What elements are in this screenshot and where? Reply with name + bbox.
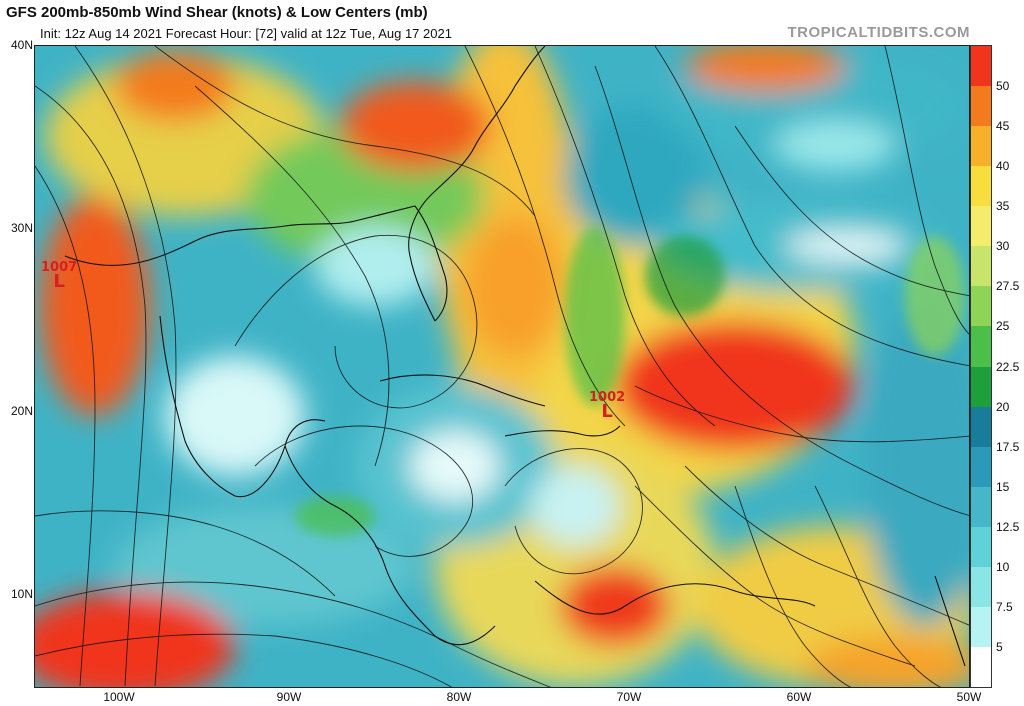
lon-label-80w: 80W: [446, 690, 472, 704]
low-pressure-value: 1007: [41, 260, 78, 275]
low-letter: L: [53, 271, 65, 292]
colorbar-label: 30: [996, 239, 1010, 254]
streamlines: [35, 46, 969, 687]
lon-label-50w: 50W: [956, 690, 982, 704]
lon-label-90w: 90W: [276, 690, 302, 704]
wind-shear-map: 1007 L 1002 L: [34, 45, 970, 688]
colorbar-swatch: [971, 206, 991, 247]
colorbar-label: 20: [996, 399, 1010, 414]
colorbar-swatch: [971, 566, 991, 607]
low-center-1007: 1007 L: [41, 260, 77, 292]
lon-label-70w: 70W: [616, 690, 642, 704]
low-pressure-value: 1002: [589, 390, 626, 405]
colorbar-swatch: [971, 526, 991, 567]
colorbar-label: 50: [996, 79, 1010, 94]
lat-label-30n: 30N: [10, 221, 33, 235]
colorbar-label: 17.5: [996, 439, 1020, 454]
colorbar-label: 25: [996, 319, 1010, 334]
colorbar-label: 12.5: [996, 519, 1020, 534]
colorbar-label: 7.5: [996, 599, 1013, 614]
colorbar-label: 40: [996, 159, 1010, 174]
colorbar-label: 5: [996, 639, 1003, 654]
brand-watermark: TROPICALTIDBITS.COM: [787, 24, 970, 41]
colorbar-label: 35: [996, 199, 1010, 214]
colorbar-label: 27.5: [996, 279, 1020, 294]
colorbar-swatch: [971, 286, 991, 327]
colorbar-swatch: [971, 166, 991, 207]
colorbar-swatch: [971, 126, 991, 167]
low-center-1002: 1002 L: [589, 390, 625, 422]
colorbar-label: 10: [996, 559, 1010, 574]
colorbar-swatch: [971, 606, 991, 647]
colorbar-swatch: [971, 446, 991, 487]
colorbar: [970, 45, 992, 688]
coastlines: [64, 46, 966, 667]
shear-field: [35, 46, 969, 687]
colorbar-swatch: [971, 406, 991, 447]
lat-label-20n: 20N: [10, 404, 33, 418]
colorbar-label: 15: [996, 479, 1010, 494]
colorbar-label: 22.5: [996, 359, 1020, 374]
map-title: GFS 200mb-850mb Wind Shear (knots) & Low…: [6, 4, 428, 21]
colorbar-swatch: [971, 486, 991, 527]
colorbar-swatch: [971, 326, 991, 367]
colorbar-label: 45: [996, 119, 1010, 134]
lat-label-10n: 10N: [10, 587, 33, 601]
colorbar-swatch: [971, 646, 991, 687]
lon-label-100w: 100W: [103, 690, 135, 704]
map-subtitle: Init: 12z Aug 14 2021 Forecast Hour: [72…: [40, 26, 452, 41]
colorbar-swatch: [971, 86, 991, 127]
lon-label-60w: 60W: [786, 690, 812, 704]
colorbar-swatch: [971, 366, 991, 407]
low-letter: L: [601, 401, 613, 422]
colorbar-swatch: [971, 246, 991, 287]
colorbar-swatch: [971, 46, 991, 87]
lat-label-40n: 40N: [10, 38, 33, 52]
